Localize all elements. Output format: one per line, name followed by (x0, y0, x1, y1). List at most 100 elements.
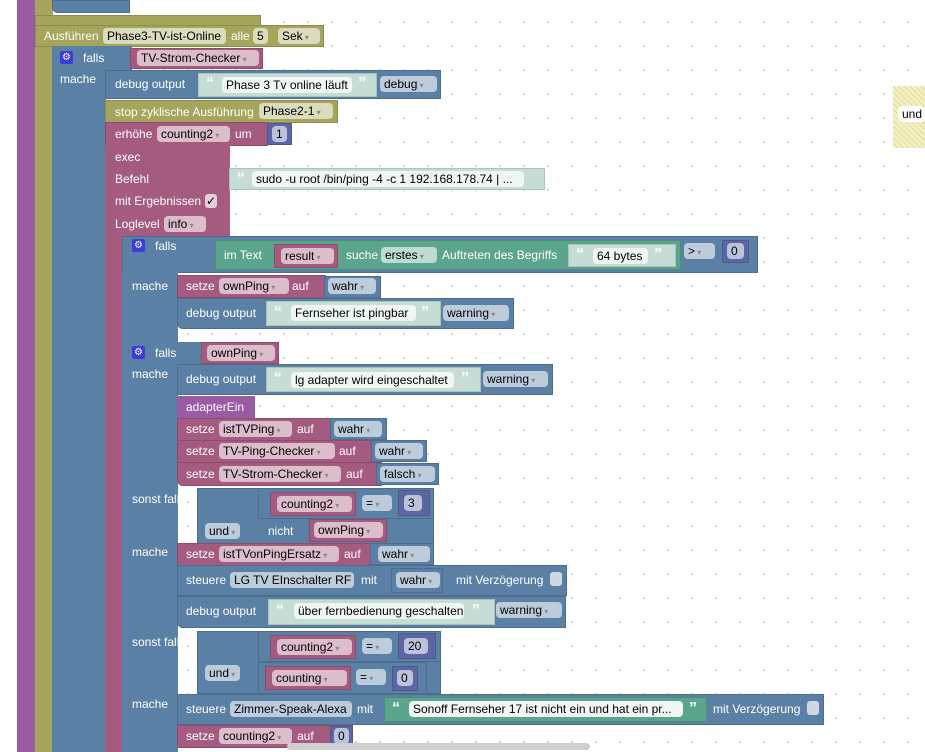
top-blue-block[interactable] (52, 0, 130, 13)
number-field[interactable]: 20 (404, 638, 428, 654)
string-field[interactable]: lg adapter wird eingeschaltet (291, 372, 454, 388)
stop-target-dropdown[interactable]: Phase2-1 (259, 103, 333, 119)
quote-open-icon: “ (274, 370, 282, 387)
quote-open-icon: “ (206, 75, 214, 92)
variable-dropdown[interactable]: ownPing (314, 522, 383, 538)
adapter-on-block[interactable] (177, 396, 255, 419)
not-block[interactable] (258, 519, 318, 544)
control-target-field[interactable]: LG TV EInschalter RF (230, 572, 354, 588)
to-label: auf (292, 279, 309, 293)
level-dropdown[interactable]: debug (380, 76, 437, 92)
string-field[interactable]: 64 bytes (593, 248, 648, 264)
boolean-dropdown[interactable]: wahr (396, 572, 440, 588)
quote-close-icon: ” (472, 602, 480, 619)
set-label: setze (186, 547, 215, 561)
loglevel-label: Loglevel (115, 217, 160, 231)
outer-olive-block[interactable] (35, 0, 53, 752)
with-label: mit (361, 573, 377, 587)
variable-dropdown[interactable]: counting2 (277, 639, 352, 655)
variable-dropdown[interactable]: istTVonPingErsatz (219, 546, 339, 562)
loglevel-dropdown[interactable]: info (164, 216, 206, 232)
by-label: um (235, 127, 252, 141)
if-block-1[interactable] (52, 46, 106, 752)
delay-checkbox[interactable] (807, 701, 819, 715)
set-label: setze (186, 729, 215, 743)
command-field[interactable]: sudo -u root /bin/ping -4 -c 1 192.168.1… (252, 171, 524, 187)
delay-checkbox[interactable] (550, 572, 562, 586)
set-label: setze (186, 279, 215, 293)
exec-label: exec (115, 150, 141, 164)
boolean-dropdown[interactable]: wahr (328, 278, 376, 294)
quote-close-icon: ” (654, 246, 662, 263)
outer-purple-block[interactable] (17, 0, 36, 752)
quote-close-icon: ” (689, 700, 697, 717)
results-label: mit Ergebnissen (115, 194, 202, 208)
unit-dropdown[interactable]: Sek (278, 28, 320, 44)
number-field[interactable]: 0 (727, 243, 744, 259)
if-block-3[interactable] (122, 340, 178, 752)
gear-icon[interactable]: ⚙ (132, 239, 145, 252)
stop-label: stop zyklische Ausführung (115, 105, 254, 119)
string-field[interactable]: über fernbedienung geschalten (294, 603, 464, 619)
to-label: auf (297, 729, 314, 743)
if-label: falls (83, 51, 105, 65)
debug-label: debug output (115, 77, 186, 91)
level-dropdown[interactable]: warning (496, 602, 562, 618)
variable-dropdown[interactable]: result (281, 248, 334, 264)
number-field[interactable]: 1 (272, 126, 287, 142)
quote-close-icon: ” (358, 75, 366, 92)
variable-dropdown[interactable]: TV-Strom-Checker (137, 50, 259, 66)
not-label: nicht (268, 524, 294, 538)
boolean-dropdown[interactable]: falsch (380, 466, 435, 482)
boolean-dropdown[interactable]: wahr (378, 546, 430, 562)
variable-dropdown[interactable]: istTVPing (219, 421, 292, 437)
level-dropdown[interactable]: warning (483, 371, 548, 387)
do-label: mache (132, 367, 169, 381)
in-text-label: im Text (224, 248, 262, 262)
else-if-label: sonst falls (132, 492, 186, 506)
number-field[interactable]: 3 (404, 495, 422, 511)
gear-icon[interactable]: ⚙ (132, 346, 145, 359)
debug-label: debug output (186, 306, 257, 320)
boolean-dropdown[interactable]: wahr (334, 421, 382, 437)
if-block-2-column (122, 272, 178, 340)
exec-callback-column (105, 145, 123, 752)
level-dropdown[interactable]: warning (443, 305, 509, 321)
variable-dropdown[interactable]: counting2 (219, 728, 292, 744)
occurrence-label: Auftreten des Begriffs (442, 248, 558, 262)
variable-dropdown[interactable]: TV-Ping-Checker (219, 443, 335, 459)
logic-operator-dropdown[interactable]: und (205, 523, 240, 539)
if-label: falls (155, 346, 177, 360)
run-label: Ausführen (44, 29, 99, 43)
variable-dropdown[interactable]: counting (272, 670, 347, 686)
quote-close-icon: ” (421, 304, 429, 321)
variable-dropdown[interactable]: ownPing (219, 278, 289, 294)
horizontal-scrollbar[interactable] (287, 743, 590, 750)
schedule-name-field[interactable]: Phase3-TV-ist-Online (103, 28, 226, 44)
gear-icon[interactable]: ⚙ (60, 51, 73, 64)
number-field[interactable]: 0 (397, 670, 413, 686)
variable-dropdown[interactable]: ownPing (207, 345, 275, 361)
operator-dropdown[interactable]: = (362, 638, 392, 654)
operator-dropdown[interactable]: = (356, 669, 386, 685)
string-field[interactable]: Fernseher ist pingbar (291, 305, 416, 321)
search-mode-dropdown[interactable]: erstes (381, 247, 437, 263)
logic-operator-dropdown[interactable]: und (205, 665, 240, 681)
string-field[interactable]: Phase 3 Tv online läuft (222, 77, 352, 93)
results-checkbox[interactable]: ✓ (205, 194, 217, 208)
delay-label: mit Verzögerung (713, 702, 801, 716)
string-field[interactable]: Sonoff Fernseher 17 ist nicht ein und ha… (409, 701, 683, 717)
increment-label: erhöhe (115, 127, 153, 141)
interval-field[interactable]: 5 (253, 28, 268, 44)
increment-var-dropdown[interactable]: counting2 (157, 126, 230, 142)
control-target-field[interactable]: Zimmer-Speak-Alexa (230, 701, 352, 717)
search-label: suche (346, 248, 379, 262)
number-field[interactable]: 0 (334, 728, 349, 744)
operator-dropdown[interactable]: = (362, 495, 392, 511)
operator-dropdown[interactable]: > (684, 243, 715, 259)
quote-open-icon: “ (276, 602, 284, 619)
boolean-dropdown[interactable]: wahr (375, 443, 423, 459)
adapter-on-label: adapterEin (186, 400, 245, 414)
variable-dropdown[interactable]: TV-Strom-Checker (219, 466, 341, 482)
variable-dropdown[interactable]: counting2 (277, 496, 352, 512)
